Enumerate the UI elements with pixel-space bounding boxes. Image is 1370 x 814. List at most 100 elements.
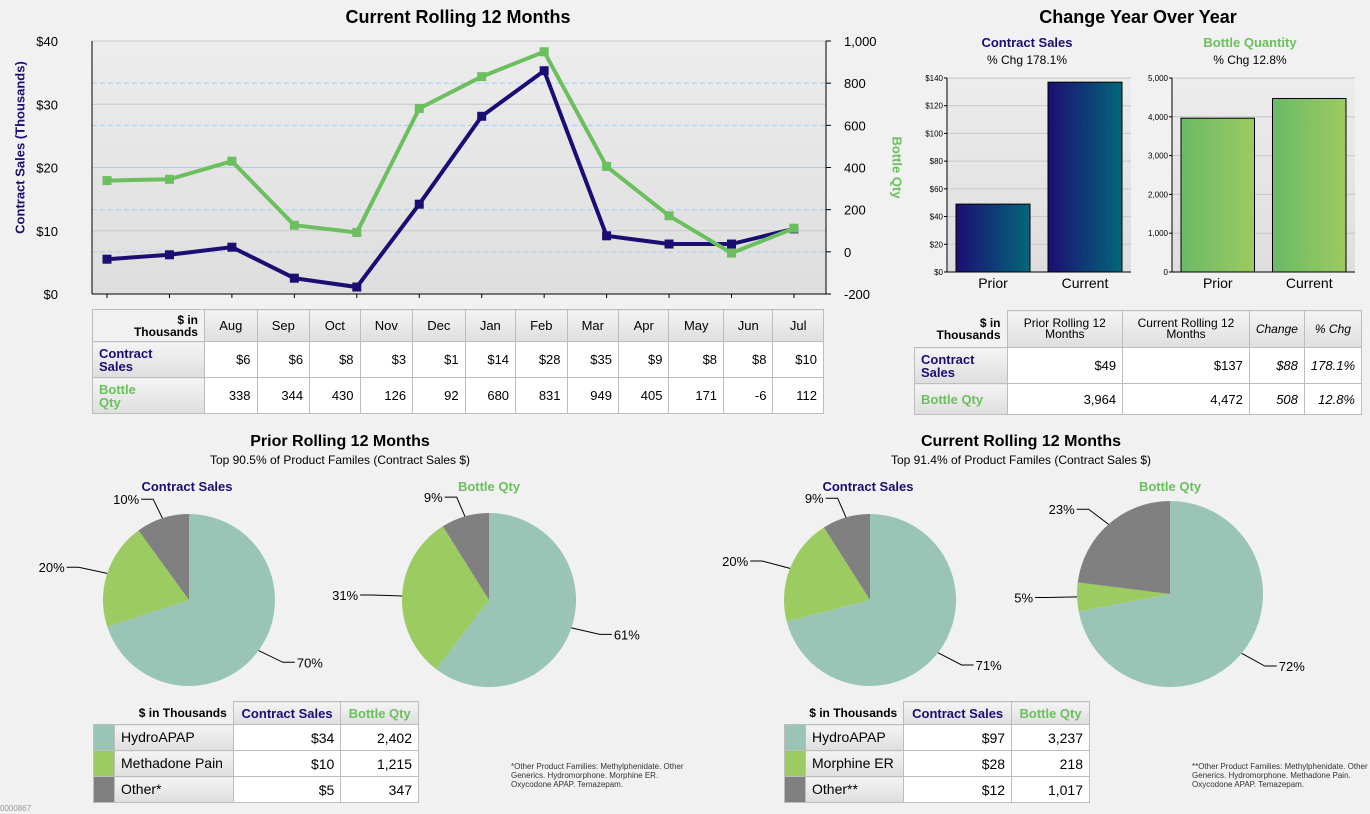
y-tick-label: $40	[930, 213, 944, 222]
data-point	[164, 174, 174, 184]
data-point	[352, 227, 362, 237]
cell: $88	[1248, 347, 1305, 384]
leader-line	[444, 496, 466, 517]
pie-slice-other-	[442, 513, 489, 600]
cell: 1,215	[340, 750, 419, 777]
table-row: Morphine ER $28 218	[784, 750, 1090, 777]
bar-current	[1047, 81, 1123, 273]
product-name: Other**	[804, 776, 905, 803]
line-chart: $0 $10 $20 $30 $40 -200 0 200 400 600 800 1,000	[36, 34, 876, 302]
col-pct: % Chg	[1303, 310, 1363, 348]
cell: 3,237	[1011, 724, 1090, 751]
x-tick-label: Current	[1286, 275, 1333, 291]
corner-label: $ in Thousands	[138, 705, 227, 720]
cell: $34	[232, 724, 342, 751]
data-point	[289, 220, 299, 230]
col-apr: Apr	[617, 309, 670, 342]
prior-subtitle: Top 90.5% of Product Familes (Contract S…	[209, 453, 471, 467]
col-aug: Aug	[203, 309, 258, 342]
data-point	[539, 66, 549, 76]
leader-line	[1241, 652, 1277, 667]
yoy-bq-title: Bottle Quantity	[1203, 35, 1297, 50]
cell: 949	[566, 377, 619, 414]
data-label: 20%	[39, 560, 65, 575]
legend-swatch	[93, 776, 115, 803]
data-point	[602, 161, 612, 171]
table-row: HydroAPAP $34 2,402	[93, 724, 419, 751]
y-tick-label: 2,000	[1148, 190, 1169, 199]
y-tick-label: $20	[930, 240, 944, 249]
cell: $1	[412, 341, 466, 378]
table-row: Contract Sales $49 $137 $88 178.1%	[914, 347, 1363, 384]
y-tick-label: $120	[925, 102, 943, 111]
leader-line	[1035, 596, 1078, 599]
current-cs-label: Contract Sales	[822, 479, 914, 494]
cell: $6	[256, 341, 311, 378]
data-point	[477, 111, 487, 121]
y-tick-label: $140	[925, 74, 943, 83]
bar-current	[1272, 97, 1347, 273]
y2-tick-label: 400	[844, 161, 866, 176]
cell: $137	[1122, 347, 1250, 384]
cell: -6	[723, 377, 774, 414]
y-tick-label: 0	[1164, 268, 1169, 277]
table-row: Other** $12 1,017	[784, 776, 1090, 803]
series-line-contract-sales	[106, 67, 795, 290]
y2-tick-label: 200	[844, 203, 866, 218]
y2-tick-label: 800	[844, 76, 866, 91]
data-point	[664, 211, 674, 221]
col-change: Change	[1248, 310, 1305, 348]
cell: 344	[256, 377, 311, 414]
col-dec: Dec	[412, 309, 466, 342]
data-point	[539, 47, 549, 57]
x-tick-label: Prior	[978, 275, 1008, 291]
data-point	[227, 242, 237, 252]
line-chart-title: Current Rolling 12 Months	[345, 7, 571, 27]
pie-slice-other-	[823, 514, 870, 600]
y-tick-label: $0	[934, 268, 943, 277]
pie-slice-morphine-er	[784, 527, 870, 622]
current-legend-table: $ in Thousands Contract Sales Bottle Qty Hy…	[784, 701, 1090, 803]
right-axis-label: Bottle Qty	[889, 136, 905, 199]
data-point	[289, 273, 299, 283]
cell: $8	[668, 341, 725, 378]
leader-line	[571, 627, 612, 635]
pie-slice-methadone-pain	[402, 526, 489, 670]
data-point	[102, 254, 112, 264]
yoy-title: Change Year Over Year	[1039, 7, 1237, 27]
pie-slice-hydroapap	[1078, 501, 1264, 687]
y2-tick-label: 1,000	[844, 34, 877, 49]
corner-label: $ in Thousands	[92, 309, 205, 342]
cell: $12	[903, 776, 1013, 803]
col-contract-sales: Contract Sales	[232, 701, 342, 725]
legend-swatch	[93, 750, 115, 777]
cell: 405	[617, 377, 670, 414]
bar-prior	[1180, 117, 1255, 273]
x-tick-label: Current	[1062, 275, 1109, 291]
cell: 4,472	[1122, 383, 1250, 415]
data-label: 5%	[1014, 591, 1033, 606]
y-tick-label: $0	[44, 287, 58, 302]
row-label: Bottle Qty	[914, 383, 1008, 415]
data-label: 31%	[332, 588, 358, 603]
col-feb: Feb	[515, 309, 568, 342]
corner-label: $ in Thousands	[809, 705, 898, 720]
cell: $10	[772, 341, 824, 378]
cell: $49	[1006, 347, 1124, 384]
product-name: Morphine ER	[804, 750, 905, 777]
data-point	[727, 239, 736, 249]
prior-footnote: *Other Product Families: Methylphenidate…	[511, 762, 684, 789]
table-row: Bottle Qty 3,964 4,472 508 12.8%	[914, 383, 1363, 415]
cell: 2,402	[340, 724, 419, 751]
pie-slice-morphine-er	[1077, 582, 1170, 612]
yoy-bq-sub: % Chg 12.8%	[1213, 53, 1287, 67]
cell: $97	[903, 724, 1013, 751]
cell: 1,017	[1011, 776, 1090, 803]
cell: $35	[566, 341, 619, 378]
data-label: 10%	[113, 492, 139, 507]
pie-slice-hydroapap	[107, 514, 276, 686]
legend-swatch	[784, 776, 806, 803]
pie-slice-hydroapap	[436, 513, 576, 687]
page-id: 0000867	[0, 804, 32, 813]
